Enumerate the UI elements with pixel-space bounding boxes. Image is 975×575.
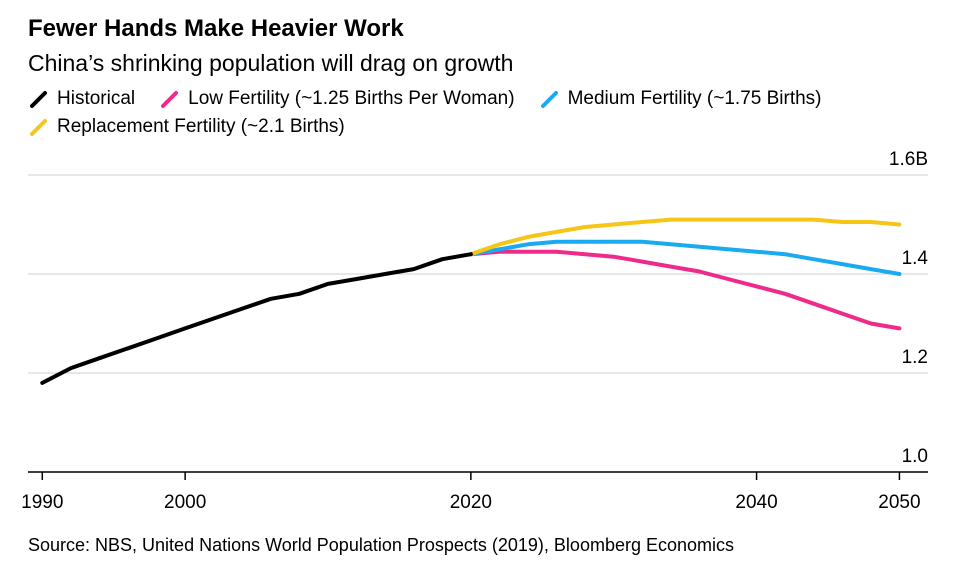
legend-label: Replacement Fertility (~2.1 Births): [57, 116, 345, 137]
legend-item: Low Fertility (~1.25 Births Per Woman): [159, 86, 515, 112]
legend-item: Historical: [28, 86, 135, 112]
legend-label: Low Fertility (~1.25 Births Per Woman): [188, 88, 515, 109]
chart-title: Fewer Hands Make Heavier Work: [28, 15, 404, 42]
chart-legend: Historical Low Fertility (~1.25 Births Pe…: [28, 86, 928, 140]
legend-label: Medium Fertility (~1.75 Births): [567, 88, 822, 109]
y-tick-label: 1.0: [902, 446, 928, 467]
x-tick-label: 2000: [164, 492, 206, 513]
y-tick-label: 1.6B: [889, 149, 928, 170]
source-note: Source: NBS, United Nations World Popula…: [28, 535, 735, 555]
series-line-3: [468, 217, 902, 257]
chart-subtitle: China’s shrinking population will drag o…: [28, 50, 514, 76]
x-tick-label: 2050: [878, 492, 920, 513]
y-tick-label: 1.2: [902, 347, 928, 368]
legend-label: Historical: [57, 88, 136, 109]
legend-swatch-icon: [540, 91, 558, 108]
x-tick-label: 2020: [450, 492, 492, 513]
x-tick-label: 2040: [735, 492, 777, 513]
series-line-0: [40, 252, 473, 385]
legend-item: Replacement Fertility (~2.1 Births): [28, 114, 345, 140]
x-tick-label: 1990: [21, 492, 63, 513]
series-line-2: [468, 239, 902, 276]
legend-item: Medium Fertility (~1.75 Births): [539, 86, 822, 112]
legend-swatch-icon: [30, 119, 47, 136]
legend-swatch-icon: [30, 91, 47, 108]
y-tick-label: 1.4: [902, 248, 929, 269]
legend-swatch-icon: [161, 91, 179, 108]
series-line-1: [468, 249, 902, 331]
